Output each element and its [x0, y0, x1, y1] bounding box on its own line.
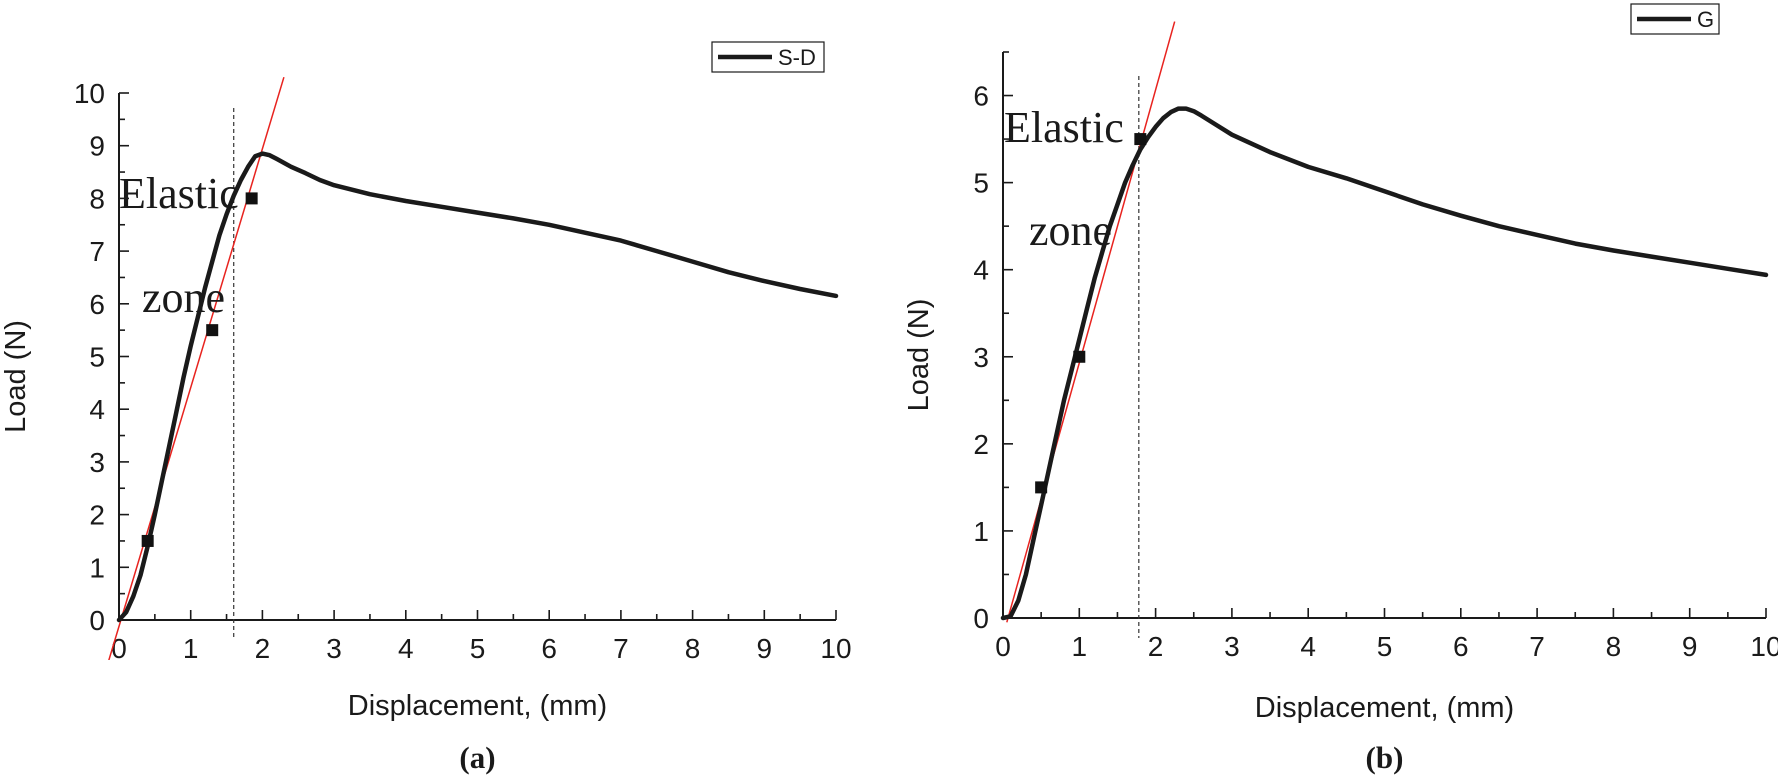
y-tick-label: 9 — [89, 131, 105, 162]
x-tick-label: 7 — [613, 633, 629, 664]
legend-label: G — [1697, 7, 1714, 32]
data-marker — [1035, 481, 1048, 494]
x-tick-label: 0 — [111, 633, 127, 664]
x-tick-label: 7 — [1529, 631, 1545, 662]
x-tick-label: 9 — [1682, 631, 1698, 662]
annotation-elastic: Elastic — [1004, 103, 1124, 152]
x-tick-label: 10 — [820, 633, 851, 664]
y-tick-label: 0 — [973, 603, 989, 634]
x-axis-title: Displacement, (mm) — [348, 690, 607, 722]
x-tick-label: 3 — [1224, 631, 1240, 662]
y-tick-label: 6 — [89, 289, 105, 320]
x-tick-label: 1 — [183, 633, 199, 664]
series-line-g — [1000, 106, 1769, 621]
linear-fit-line — [108, 76, 285, 660]
x-tick-label: 2 — [255, 633, 271, 664]
data-marker — [206, 324, 219, 337]
x-tick-label: 5 — [470, 633, 486, 664]
y-tick-label: 7 — [89, 236, 105, 267]
data-marker — [1073, 350, 1086, 363]
x-tick-label: 2 — [1148, 631, 1164, 662]
y-tick-label: 1 — [973, 516, 989, 547]
x-axis-title: Displacement, (mm) — [1255, 692, 1514, 724]
y-tick-label: 8 — [89, 183, 105, 214]
y-tick-label: 3 — [89, 447, 105, 478]
legend: S-D — [711, 41, 825, 73]
linear-fit-line — [1006, 21, 1176, 623]
x-tick-label: 9 — [757, 633, 773, 664]
x-tick-label: 3 — [326, 633, 342, 664]
y-tick-label: 1 — [89, 552, 105, 583]
x-tick-label: 8 — [1606, 631, 1622, 662]
x-tick-label: 10 — [1750, 631, 1778, 662]
chart-panel-a: 0 1 2 3 4 5 6 7 8 9 10 0 1 2 3 4 5 6 7 8 9 10 Displacement, (m… — [0, 41, 852, 775]
y-tick-label: 0 — [89, 605, 105, 636]
data-marker — [245, 192, 258, 205]
y-tick-label: 2 — [973, 429, 989, 460]
data-marker — [1134, 133, 1147, 146]
annotation-zone: zone — [1029, 206, 1112, 255]
y-axis-title: Load (N) — [903, 299, 935, 412]
x-tick-label: 1 — [1072, 631, 1088, 662]
x-tick-label: 4 — [1300, 631, 1316, 662]
y-tick-label: 10 — [74, 78, 105, 109]
x-tick-label: 5 — [1377, 631, 1393, 662]
series-line-s-d — [116, 151, 839, 623]
y-tick-label: 3 — [973, 342, 989, 373]
y-tick-label: 5 — [973, 168, 989, 199]
x-tick-label: 0 — [995, 631, 1011, 662]
x-tick-label: 4 — [398, 633, 414, 664]
y-tick-label: 6 — [973, 81, 989, 112]
y-tick-label: 4 — [89, 394, 105, 425]
annotation-zone: zone — [142, 273, 225, 322]
y-tick-label: 2 — [89, 500, 105, 531]
panel-label: (a) — [459, 740, 495, 775]
y-tick-label: 4 — [973, 255, 989, 286]
data-marker — [141, 534, 154, 547]
legend-label: S-D — [778, 45, 816, 70]
legend: G — [1630, 3, 1720, 35]
panel-label: (b) — [1366, 740, 1404, 775]
x-tick-label: 6 — [1453, 631, 1469, 662]
x-tick-label: 6 — [541, 633, 557, 664]
chart-panel-b: 0 1 2 3 4 5 6 7 8 9 10 0 1 2 3 4 5 6 Displacement, (mm) Loa… — [903, 3, 1778, 775]
x-tick-label: 8 — [685, 633, 701, 664]
y-axis-title: Load (N) — [0, 320, 32, 433]
y-tick-label: 5 — [89, 342, 105, 373]
annotation-elastic: Elastic — [119, 169, 239, 218]
